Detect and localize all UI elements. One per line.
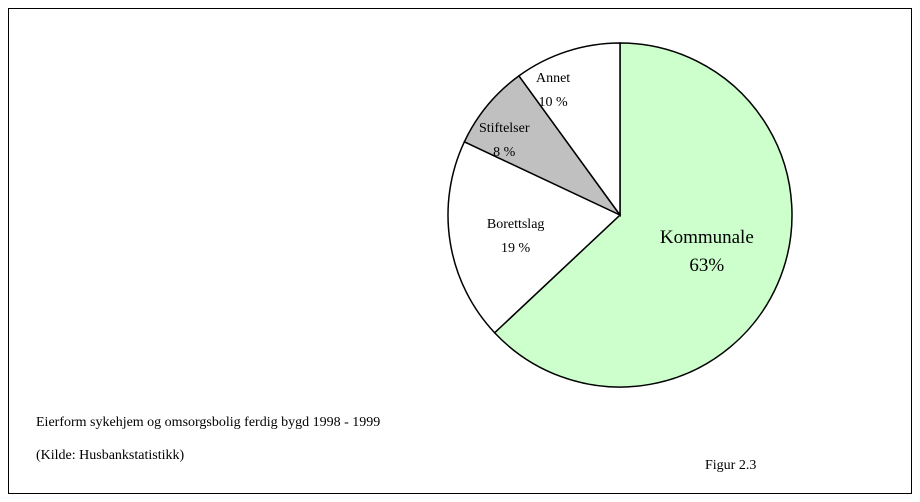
slice-value-label: 8 % — [493, 145, 516, 160]
slice-value-label: 19 % — [501, 241, 531, 256]
slice-label: Annet — [536, 71, 570, 86]
slice-value-label: 63% — [689, 255, 724, 276]
slice-label: Stiftelser — [479, 121, 530, 136]
slice-label: Borettslag — [487, 217, 545, 232]
pie-slice — [447, 140, 622, 334]
pie-slice — [493, 42, 793, 388]
source: (Kilde: Husbankstatistikk) — [36, 448, 184, 463]
slice-value-label: 10 % — [539, 95, 569, 110]
slice-label: Kommunale — [660, 227, 754, 248]
caption: Eierform sykehjem og omsorgsbolig ferdig… — [36, 415, 380, 430]
figure-label: Figur 2.3 — [705, 458, 756, 473]
pie-slice — [517, 42, 621, 218]
